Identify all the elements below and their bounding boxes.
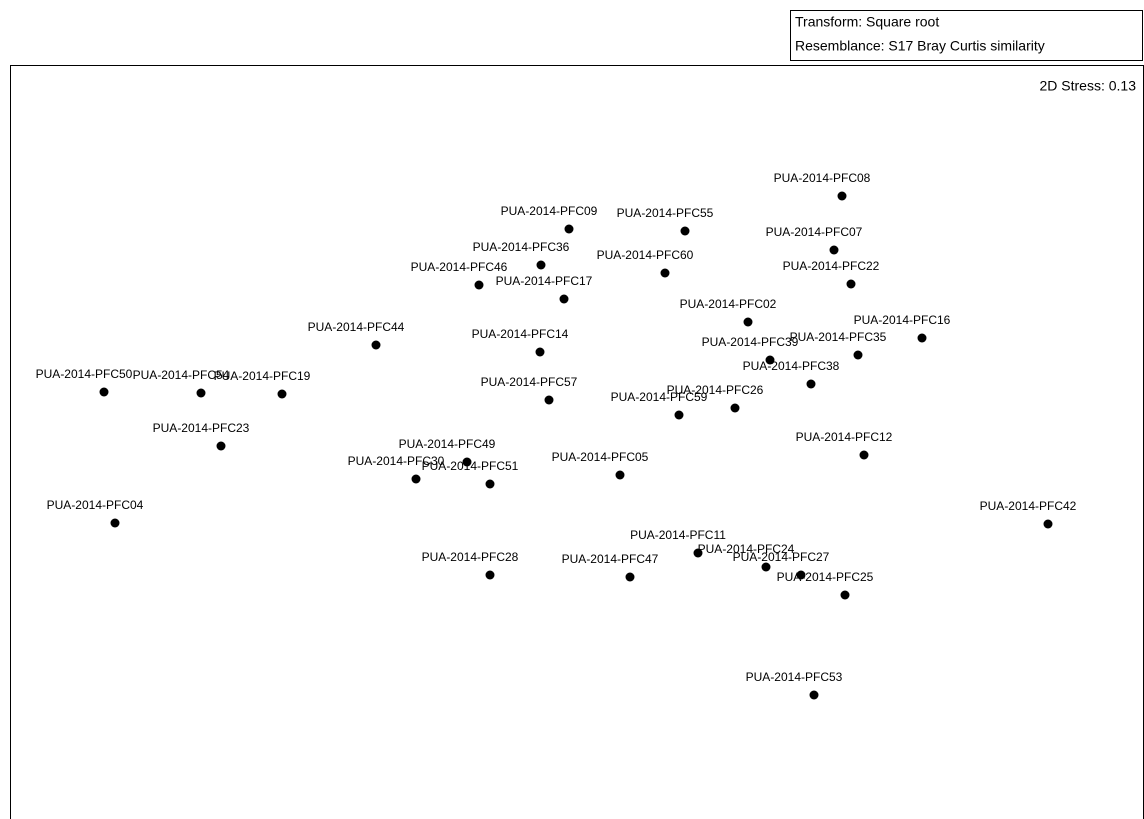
point-label: PUA-2014-PFC28 [422, 550, 519, 564]
point-label: PUA-2014-PFC30 [348, 454, 445, 468]
point-label: PUA-2014-PFC60 [597, 248, 694, 262]
point-label: PUA-2014-PFC46 [411, 260, 508, 274]
point [829, 245, 839, 255]
point-label: PUA-2014-PFC02 [680, 297, 777, 311]
point-label: PUA-2014-PFC39 [702, 335, 799, 349]
point-label: PUA-2014-PFC09 [501, 204, 598, 218]
point [485, 479, 495, 489]
point [674, 410, 684, 420]
point [99, 387, 109, 397]
point [761, 562, 771, 572]
point-label: PUA-2014-PFC44 [308, 320, 405, 334]
plot-frame [10, 65, 1144, 819]
point-label: PUA-2014-PFC23 [153, 421, 250, 435]
point-label: PUA-2014-PFC26 [667, 383, 764, 397]
point-label: PUA-2014-PFC55 [617, 206, 714, 220]
point-label: PUA-2014-PFC12 [796, 430, 893, 444]
point [693, 548, 703, 558]
point-label: PUA-2014-PFC16 [854, 313, 951, 327]
point [809, 690, 819, 700]
point [474, 280, 484, 290]
point [559, 294, 569, 304]
point-label: PUA-2014-PFC19 [214, 369, 311, 383]
point [485, 570, 495, 580]
point-label: PUA-2014-PFC14 [472, 327, 569, 341]
point-label: PUA-2014-PFC42 [980, 499, 1077, 513]
point [840, 590, 850, 600]
point-label: PUA-2014-PFC36 [473, 240, 570, 254]
point [110, 518, 120, 528]
point [853, 350, 863, 360]
point-label: PUA-2014-PFC24 [698, 542, 795, 556]
point-label: PUA-2014-PFC51 [422, 459, 519, 473]
point [796, 570, 806, 580]
point [625, 572, 635, 582]
point [277, 389, 287, 399]
point [535, 347, 545, 357]
header-box [790, 10, 1143, 61]
point-label: PUA-2014-PFC47 [562, 552, 659, 566]
point [765, 355, 775, 365]
point [846, 279, 856, 289]
point-label: PUA-2014-PFC22 [783, 259, 880, 273]
point-label: PUA-2014-PFC59 [611, 390, 708, 404]
header-line: Resemblance: S17 Bray Curtis similarity [795, 38, 1045, 54]
point [859, 450, 869, 460]
point [660, 268, 670, 278]
point [743, 317, 753, 327]
point-label: PUA-2014-PFC27 [733, 550, 830, 564]
point-label: PUA-2014-PFC53 [746, 670, 843, 684]
point-label: PUA-2014-PFC25 [777, 570, 874, 584]
point [806, 379, 816, 389]
point [462, 457, 472, 467]
point-label: PUA-2014-PFC38 [743, 359, 840, 373]
point-label: PUA-2014-PFC05 [552, 450, 649, 464]
point [564, 224, 574, 234]
point [730, 403, 740, 413]
point [680, 226, 690, 236]
point [536, 260, 546, 270]
point-label: PUA-2014-PFC50 [36, 367, 133, 381]
point [837, 191, 847, 201]
point [196, 388, 206, 398]
point-label: PUA-2014-PFC57 [481, 375, 578, 389]
point [544, 395, 554, 405]
point [371, 340, 381, 350]
point-label: PUA-2014-PFC35 [790, 330, 887, 344]
point-label: PUA-2014-PFC08 [774, 171, 871, 185]
point-label: PUA-2014-PFC49 [399, 437, 496, 451]
point-label: PUA-2014-PFC04 [47, 498, 144, 512]
point [411, 474, 421, 484]
point [615, 470, 625, 480]
point [917, 333, 927, 343]
point-label: PUA-2014-PFC07 [766, 225, 863, 239]
point-label: PUA-2014-PFC11 [630, 528, 726, 542]
point-label: PUA-2014-PFC54 [133, 368, 230, 382]
stress-annotation: 2D Stress: 0.13 [1040, 78, 1137, 94]
point [1043, 519, 1053, 529]
point [216, 441, 226, 451]
header-line: Transform: Square root [795, 14, 939, 30]
point-label: PUA-2014-PFC17 [496, 274, 593, 288]
